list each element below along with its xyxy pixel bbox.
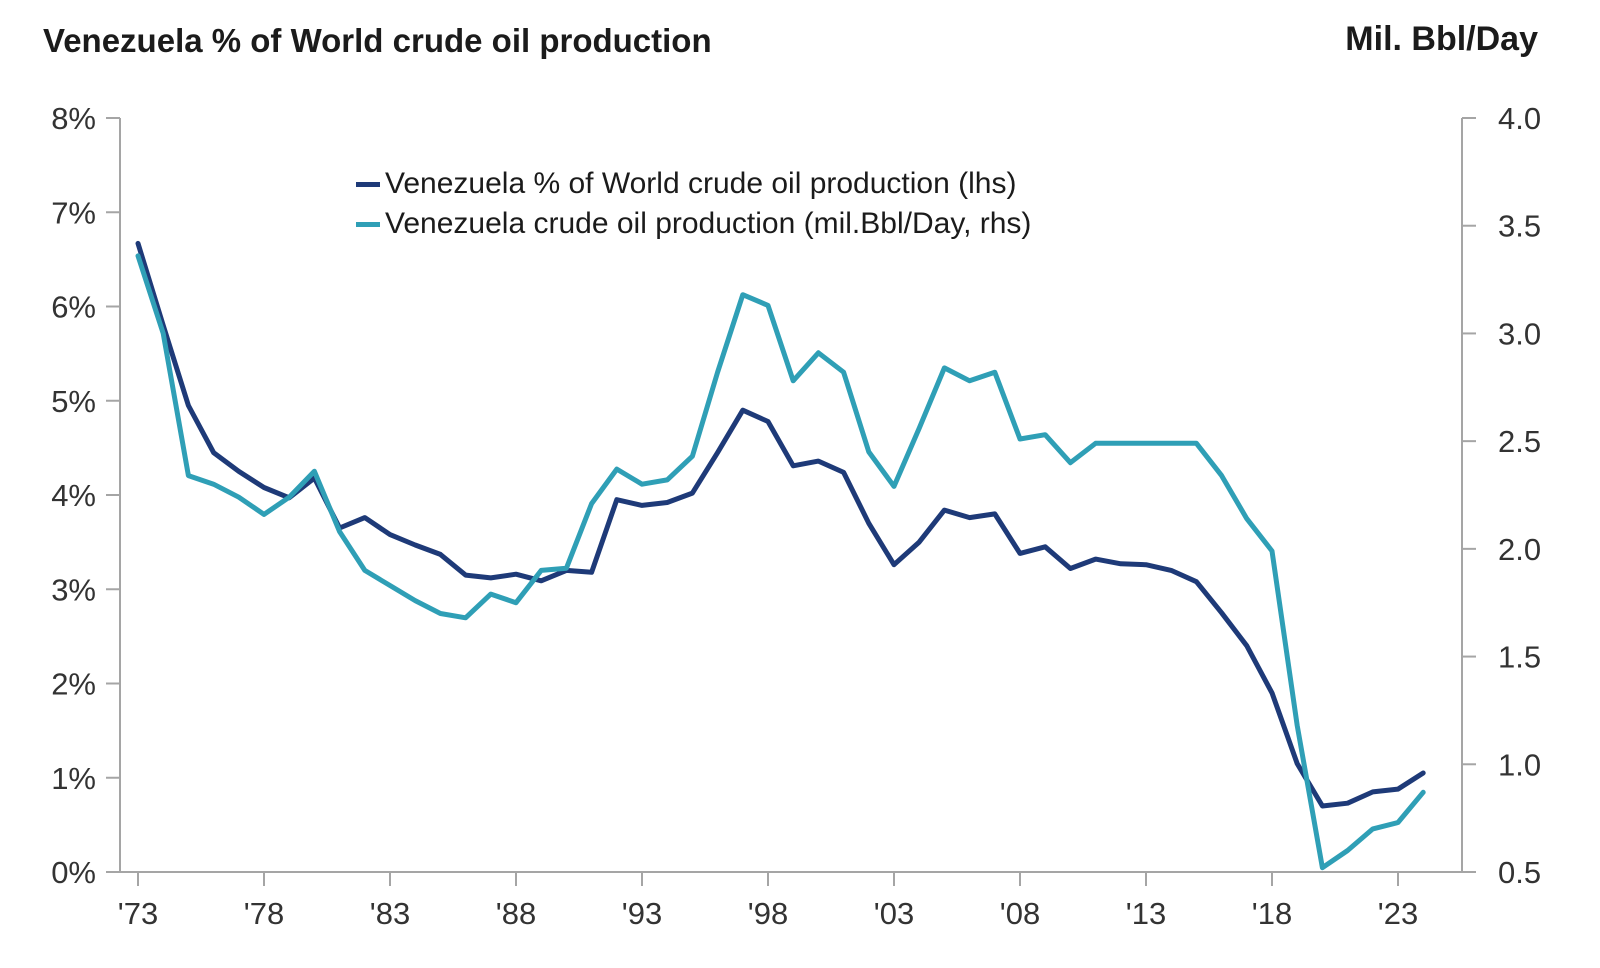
legend: Venezuela % of World crude oil productio… — [356, 164, 1031, 244]
left-axis-tick-label: 0% — [51, 855, 96, 890]
x-axis-tick-label: '98 — [748, 896, 788, 931]
x-axis-tick-label: '03 — [874, 896, 914, 931]
x-axis-tick-label: '18 — [1252, 896, 1292, 931]
lhs-series-label: Venezuela % of World crude oil productio… — [385, 167, 1017, 200]
right-axis-tick-label: 1.5 — [1498, 640, 1541, 675]
left-axis-tick-label: 4% — [51, 478, 96, 513]
right-axis-tick-label: 4.0 — [1498, 101, 1541, 136]
x-axis-tick-label: '23 — [1378, 896, 1418, 931]
x-axis-tick-label: '78 — [244, 896, 284, 931]
right-axis-title: Mil. Bbl/Day — [1345, 20, 1538, 58]
left-axis-tick-label: 1% — [51, 761, 96, 796]
left-axis-tick-label: 6% — [51, 290, 96, 325]
lhs-series-swatch — [356, 181, 380, 187]
series-line-rhs — [135, 253, 1426, 871]
legend-item-lhs: Venezuela % of World crude oil productio… — [356, 164, 1031, 204]
right-axis-tick-label: 2.0 — [1498, 532, 1541, 567]
left-axis-tick-label: 7% — [51, 195, 96, 230]
right-axis-tick-label: 0.5 — [1498, 855, 1541, 890]
left-axis-tick-label: 2% — [51, 667, 96, 702]
rhs-series-swatch — [356, 221, 380, 227]
x-axis-tick-label: '93 — [622, 896, 662, 931]
x-axis-tick-label: '73 — [118, 896, 158, 931]
series-line-lhs — [135, 240, 1426, 809]
legend-item-rhs: Venezuela crude oil production (mil.Bbl/… — [356, 204, 1031, 244]
left-axis-tick-label: 8% — [51, 101, 96, 136]
left-axis-tick-label: 3% — [51, 572, 96, 607]
right-axis-tick-label: 3.0 — [1498, 316, 1541, 351]
x-axis-tick-label: '13 — [1126, 896, 1166, 931]
left-axis-tick-label: 5% — [51, 384, 96, 419]
chart-title: Venezuela % of World crude oil productio… — [43, 22, 712, 59]
x-axis-tick-label: '08 — [1000, 896, 1040, 931]
right-axis-tick-label: 1.0 — [1498, 747, 1541, 782]
x-axis-tick-label: '83 — [370, 896, 410, 931]
right-axis-tick-label: 3.5 — [1498, 209, 1541, 244]
x-axis-tick-label: '88 — [496, 896, 536, 931]
right-axis-tick-label: 2.5 — [1498, 424, 1541, 459]
rhs-series-label: Venezuela crude oil production (mil.Bbl/… — [385, 207, 1032, 240]
